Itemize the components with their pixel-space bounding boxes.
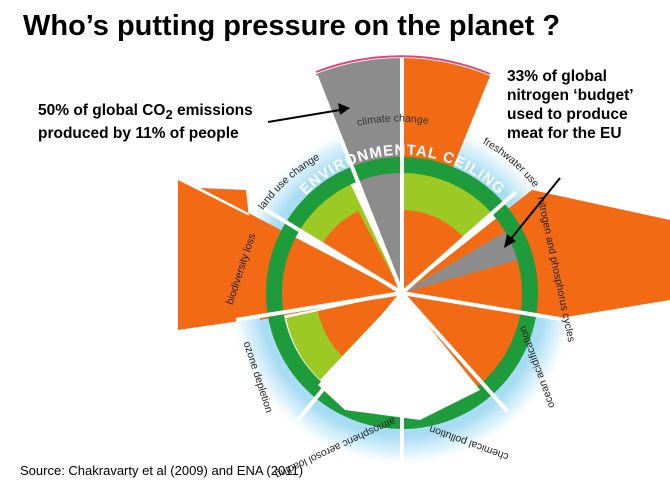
callout-co2: 50% of global CO2 emissions produced by … — [38, 101, 288, 143]
arrow-nitrogen-line — [509, 177, 561, 241]
wedge-biodiversity-spike — [178, 180, 402, 330]
wedge-nitrogen-phosphorus — [402, 190, 670, 318]
label-climate-change: climate change — [356, 112, 430, 128]
arrow-nitrogen-head — [504, 234, 516, 248]
callout-co2-subscript: 2 — [165, 107, 173, 123]
divider-7 — [235, 291, 403, 322]
arrow-nitrogen — [504, 177, 561, 248]
arrow-co2 — [267, 103, 350, 123]
divider-3 — [401, 291, 567, 322]
wedge-nitrogen-grey — [402, 232, 525, 293]
divider-8 — [248, 198, 404, 295]
wedge-land-use-inner — [322, 211, 402, 293]
arrow-co2-head — [338, 103, 350, 115]
callout-co2-text-after: emissions produced by 11% of people — [38, 102, 253, 143]
callout-nitrogen: 33% of global nitrogen ‘budget’ used to … — [507, 68, 633, 142]
divider-2 — [400, 190, 518, 295]
slide-title: Who’s putting pressure on the planet ? — [23, 10, 561, 42]
arrow-co2-line — [267, 109, 341, 123]
boundary-arc — [315, 55, 491, 75]
source-citation: Source: Chakravarty et al (2009) and ENA… — [20, 463, 304, 478]
divider-4 — [400, 291, 510, 414]
wedge-ozone-inner — [318, 293, 402, 356]
callout-co2-text-before: 50% of global CO — [38, 102, 166, 119]
svg-text:climate change: climate change — [356, 112, 430, 128]
divider-6 — [296, 291, 404, 422]
wedge-not-quantified — [318, 293, 480, 420]
wedge-freshwater-inner — [402, 210, 463, 293]
